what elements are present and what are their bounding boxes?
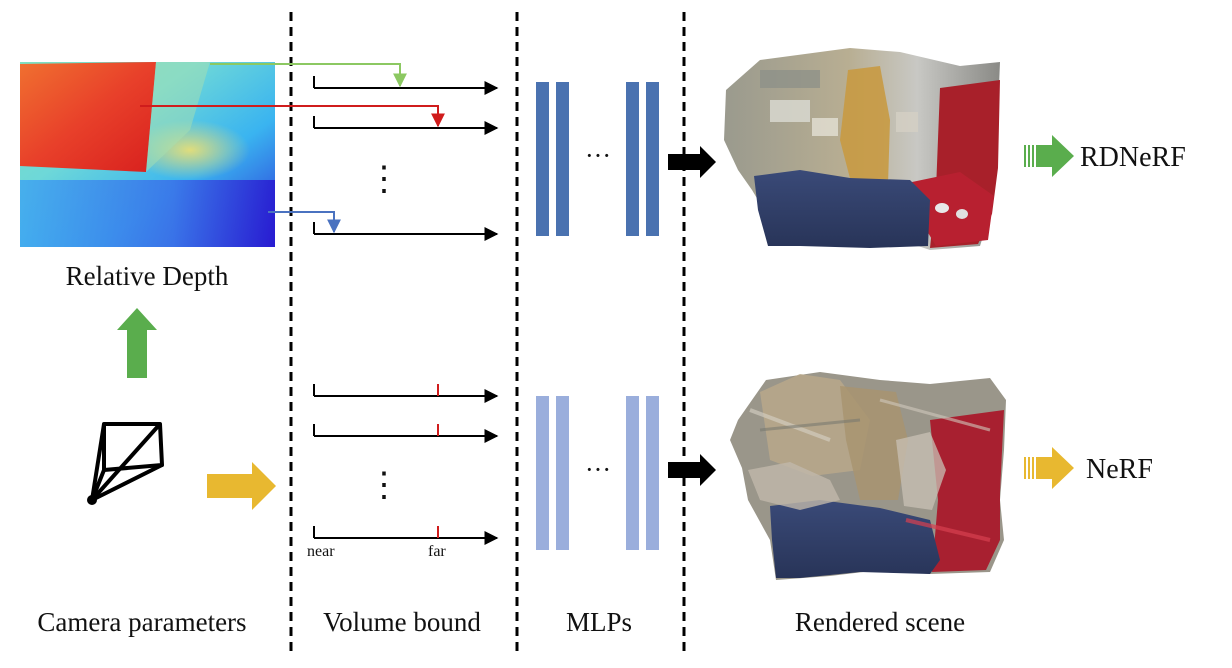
volume-bound-label: Volume bound [323,607,481,637]
near-label: near [307,543,335,560]
rdnerf-label: RDNeRF [1080,142,1186,173]
vertical-ellipsis-bottom: ⋮ [367,467,401,504]
mlp-bottom-ellipsis: ··· [585,455,611,484]
mlp-output-arrows [668,146,716,486]
mlps-label: MLPs [566,607,632,637]
vertical-ellipsis-top: ⋮ [367,161,401,198]
nerf-rays [313,384,499,545]
rendered-scene-nerf [730,372,1006,580]
far-label: far [428,543,446,560]
nerf-label: NeRF [1086,454,1153,485]
rdnerf-rays [140,63,499,241]
section-dividers [289,12,686,652]
relative-depth-label: Relative Depth [66,261,229,291]
rendered-scene-rdnerf [724,48,1000,250]
relative-depth-map [20,62,275,247]
rendered-scene-label: Rendered scene [795,607,965,637]
rdnerf-arrow [1024,135,1074,177]
nerf-arrow [1024,447,1074,489]
yellow-right-arrow [207,462,276,510]
green-up-arrow [117,308,157,378]
camera-parameters-label: Camera parameters [37,607,246,637]
mlp-top-ellipsis: ··· [585,141,611,170]
camera-icon [87,422,164,505]
mlp-bottom [536,396,659,550]
mlp-top [536,82,659,236]
